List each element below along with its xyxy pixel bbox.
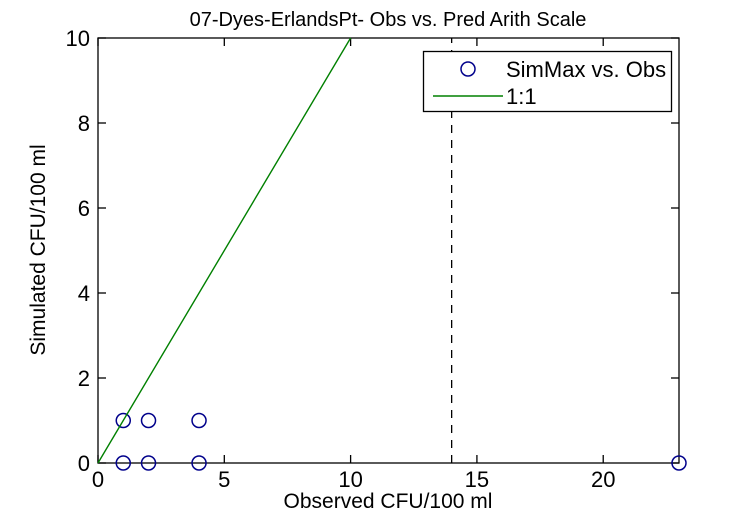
x-tick-label: 10: [338, 467, 362, 492]
x-axis-label: Observed CFU/100 ml: [284, 490, 493, 513]
data-series: [97, 37, 687, 471]
y-tick-label: 0: [78, 451, 90, 476]
data-point: [115, 455, 132, 471]
chart-title: 07-Dyes-ErlandsPt- Obs vs. Pred Arith Sc…: [190, 9, 587, 31]
data-point: [191, 455, 207, 471]
y-tick-label: 8: [78, 111, 90, 136]
data-point: [671, 455, 687, 471]
x-tick-label: 20: [591, 467, 615, 492]
data-point: [191, 412, 207, 429]
y-tick-label: 4: [78, 281, 90, 306]
y-axis-label: Simulated CFU/100 ml: [27, 144, 50, 355]
x-tick-label: 5: [218, 467, 230, 492]
data-point: [140, 455, 157, 471]
plot-box: [97, 37, 680, 464]
legend-box: [422, 50, 673, 113]
data-point: [115, 412, 132, 429]
y-tick-label: 6: [78, 196, 90, 221]
data-point: [140, 412, 157, 429]
x-tick-label: 15: [465, 467, 489, 492]
legend: SimMax vs. Obs 1:1: [422, 50, 673, 113]
one-to-one-line: [97, 37, 352, 464]
legend-entry-simmax: SimMax vs. Obs: [506, 57, 666, 82]
axes: 0 5 10 15 20 0 2 4 6 8 10: [66, 26, 680, 492]
y-tick-label: 10: [66, 26, 90, 51]
y-tick-label: 2: [78, 366, 90, 391]
legend-scatter-marker-icon: [460, 61, 476, 77]
legend-entry-one-to-one: 1:1: [506, 84, 537, 109]
x-tick-label: 0: [92, 467, 104, 492]
